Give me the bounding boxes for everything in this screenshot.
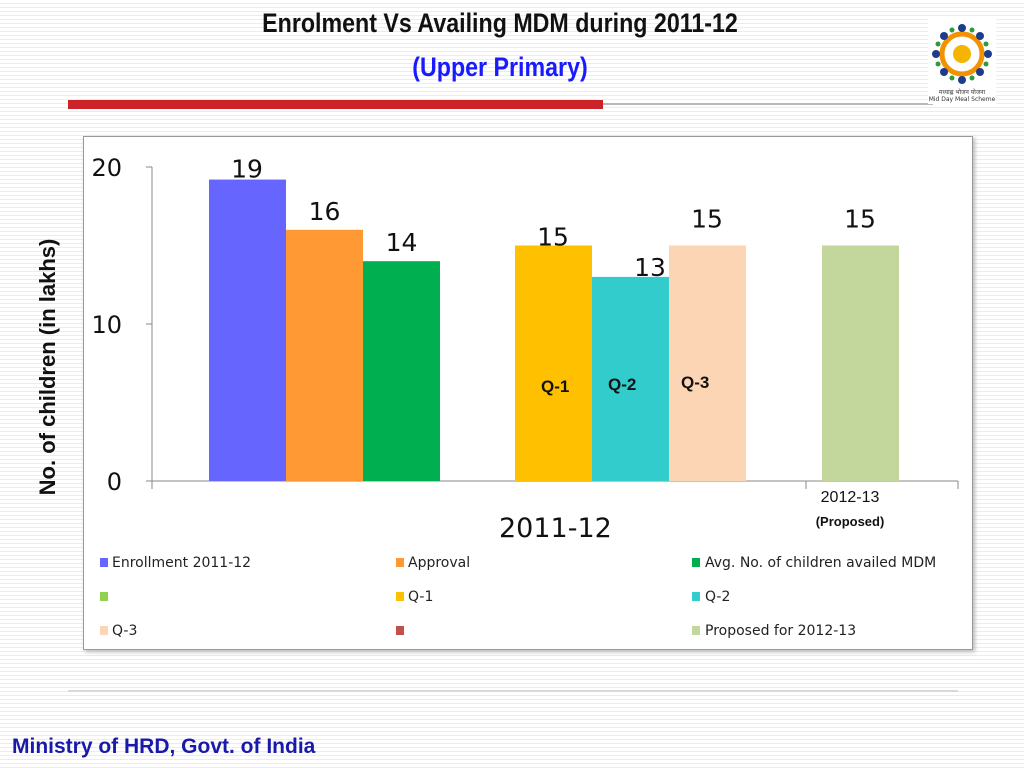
footer-divider [68,690,958,692]
legend-swatch-approval [396,558,404,567]
bar-avg-no-of-children-availed-mdm [363,261,440,481]
legend-swatch-q3 [100,626,108,635]
legend-q3: Q-3 [112,623,138,639]
bar-approval [286,229,363,481]
legend-swatch-unnamed-green [100,592,108,601]
in-bar-label-q1: Q-1 [541,377,570,396]
y-tick-label-10: 10 [91,311,122,339]
footer-ministry: Ministry of HRD, Govt. of India [12,735,316,758]
bar-proposed-for-2012-13 [822,245,899,481]
data-label-q-2: 13 [634,253,666,282]
legend-approval: Approval [408,555,471,571]
bar-q-1 [515,245,592,481]
data-label-q-3: 15 [691,205,723,234]
slide-title: Enrolment Vs Availing MDM during 2011-12 [262,8,738,38]
y-tick-label-0: 0 [107,468,122,496]
slide-subtitle: (Upper Primary) [412,52,588,82]
category-label-2011-12: 2011-12 [499,513,612,544]
bar-chart: 19 16 14 15 13 15 15 0 10 20 [91,154,959,496]
legend-swatch-proposed [692,626,700,635]
legend-avg-availed: Avg. No. of children availed MDM [705,555,937,571]
bar-q-2 [592,276,669,481]
category-label-2012-13: 2012-13 [820,489,880,506]
legend-swatch-enrollment [100,558,108,567]
title-underline [68,100,603,109]
logo-hindi-text: मध्याह्न भोजन योजना [938,89,986,96]
data-label-enrollment-2011-12: 19 [231,155,263,184]
data-label-approval: 16 [309,197,341,226]
category-sublabel-proposed: (Proposed) [815,514,885,529]
in-bar-label-q3: Q-3 [681,373,710,392]
chart-panel: 19 16 14 15 13 15 15 0 10 20 Q-1 Q-2 Q-3 2011-12… [83,136,973,650]
legend-swatch-unnamed-red [396,626,404,635]
legend-q1: Q-1 [408,589,434,605]
title-divider [603,103,933,105]
data-label-proposed-for-2012-13: 15 [844,205,876,234]
in-bar-label-q2: Q-2 [608,375,637,394]
legend-q2: Q-2 [705,589,731,605]
legend-swatch-q2 [692,592,700,601]
data-label-avg-no-of-children-availed-mdm: 14 [386,228,418,257]
bar-q-3 [669,245,746,481]
mdm-logo: मध्याह्न भोजन योजना Mid Day Meal Scheme [928,18,996,104]
y-tick-label-20: 20 [91,154,122,182]
legend-proposed: Proposed for 2012-13 [705,623,857,639]
legend-swatch-q1 [396,592,404,601]
legend-swatch-avg-availed [692,558,700,567]
data-label-q-1: 15 [537,223,569,252]
logo-english-text: Mid Day Meal Scheme [928,96,996,103]
legend-enrollment: Enrollment 2011-12 [112,555,252,571]
y-axis-label: No. of children (in lakhs) [35,238,60,496]
bar-enrollment-2011-12 [209,179,286,481]
